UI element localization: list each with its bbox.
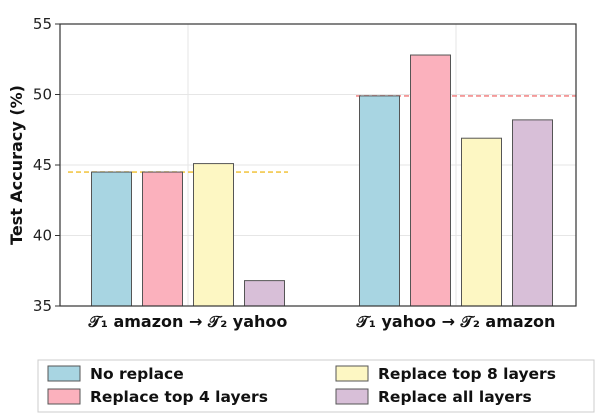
category-label: 𝒯₁ yahoo → 𝒯₂ amazon [356,312,556,331]
y-axis-label: Test Accuracy (%) [7,85,26,245]
bar [410,54,451,307]
category-label: 𝒯₁ amazon → 𝒯₂ yahoo [88,312,288,331]
legend: No replace Replace top 4 layers Replace to… [37,359,595,413]
legend-swatch [47,365,81,382]
bar [461,137,502,307]
legend-label: Replace all layers [378,388,532,406]
y-tick-label: 55 [33,15,52,33]
bar [244,280,285,307]
legend-swatch [335,365,369,382]
bar [142,171,183,307]
bar [359,95,400,307]
y-tick-label: 50 [33,86,52,104]
bar [91,171,132,307]
y-tick-label: 40 [33,227,52,245]
legend-box [37,359,595,413]
legend-label: Replace top 4 layers [90,388,268,406]
legend-swatch [47,388,81,405]
bar [193,163,234,307]
y-tick-label: 35 [33,297,52,315]
y-tick-label: 45 [33,156,52,174]
legend-label: Replace top 8 layers [378,365,556,383]
bar [512,119,553,307]
category-labels: 𝒯₁ amazon → 𝒯₂ yahoo 𝒯₁ yahoo → 𝒯₂ amazon [88,312,556,331]
y-tick-labels: 35 40 45 50 55 [33,15,60,315]
legend-swatch [335,388,369,405]
legend-label: No replace [90,365,184,383]
bar-layer [91,54,553,307]
